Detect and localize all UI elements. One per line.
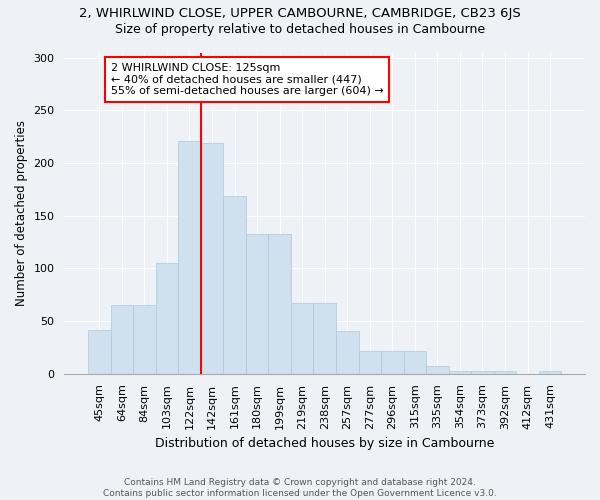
Bar xyxy=(404,350,426,374)
Text: Contains HM Land Registry data © Crown copyright and database right 2024.
Contai: Contains HM Land Registry data © Crown c… xyxy=(103,478,497,498)
Bar xyxy=(268,234,291,374)
Bar xyxy=(291,303,313,374)
Bar xyxy=(88,330,110,374)
Bar xyxy=(110,306,133,374)
Bar xyxy=(201,143,223,374)
Y-axis label: Number of detached properties: Number of detached properties xyxy=(15,120,28,306)
Bar xyxy=(494,370,516,374)
Bar xyxy=(336,330,359,374)
Bar xyxy=(246,234,268,374)
Bar xyxy=(223,196,246,374)
Bar xyxy=(313,303,336,374)
Text: 2, WHIRLWIND CLOSE, UPPER CAMBOURNE, CAMBRIDGE, CB23 6JS: 2, WHIRLWIND CLOSE, UPPER CAMBOURNE, CAM… xyxy=(79,8,521,20)
X-axis label: Distribution of detached houses by size in Cambourne: Distribution of detached houses by size … xyxy=(155,437,494,450)
Bar xyxy=(359,350,381,374)
Text: 2 WHIRLWIND CLOSE: 125sqm
← 40% of detached houses are smaller (447)
55% of semi: 2 WHIRLWIND CLOSE: 125sqm ← 40% of detac… xyxy=(110,63,383,96)
Bar xyxy=(155,263,178,374)
Bar xyxy=(471,370,494,374)
Bar xyxy=(178,141,201,374)
Bar xyxy=(426,366,449,374)
Bar xyxy=(133,306,155,374)
Text: Size of property relative to detached houses in Cambourne: Size of property relative to detached ho… xyxy=(115,22,485,36)
Bar xyxy=(449,370,471,374)
Bar xyxy=(539,370,562,374)
Bar xyxy=(381,350,404,374)
